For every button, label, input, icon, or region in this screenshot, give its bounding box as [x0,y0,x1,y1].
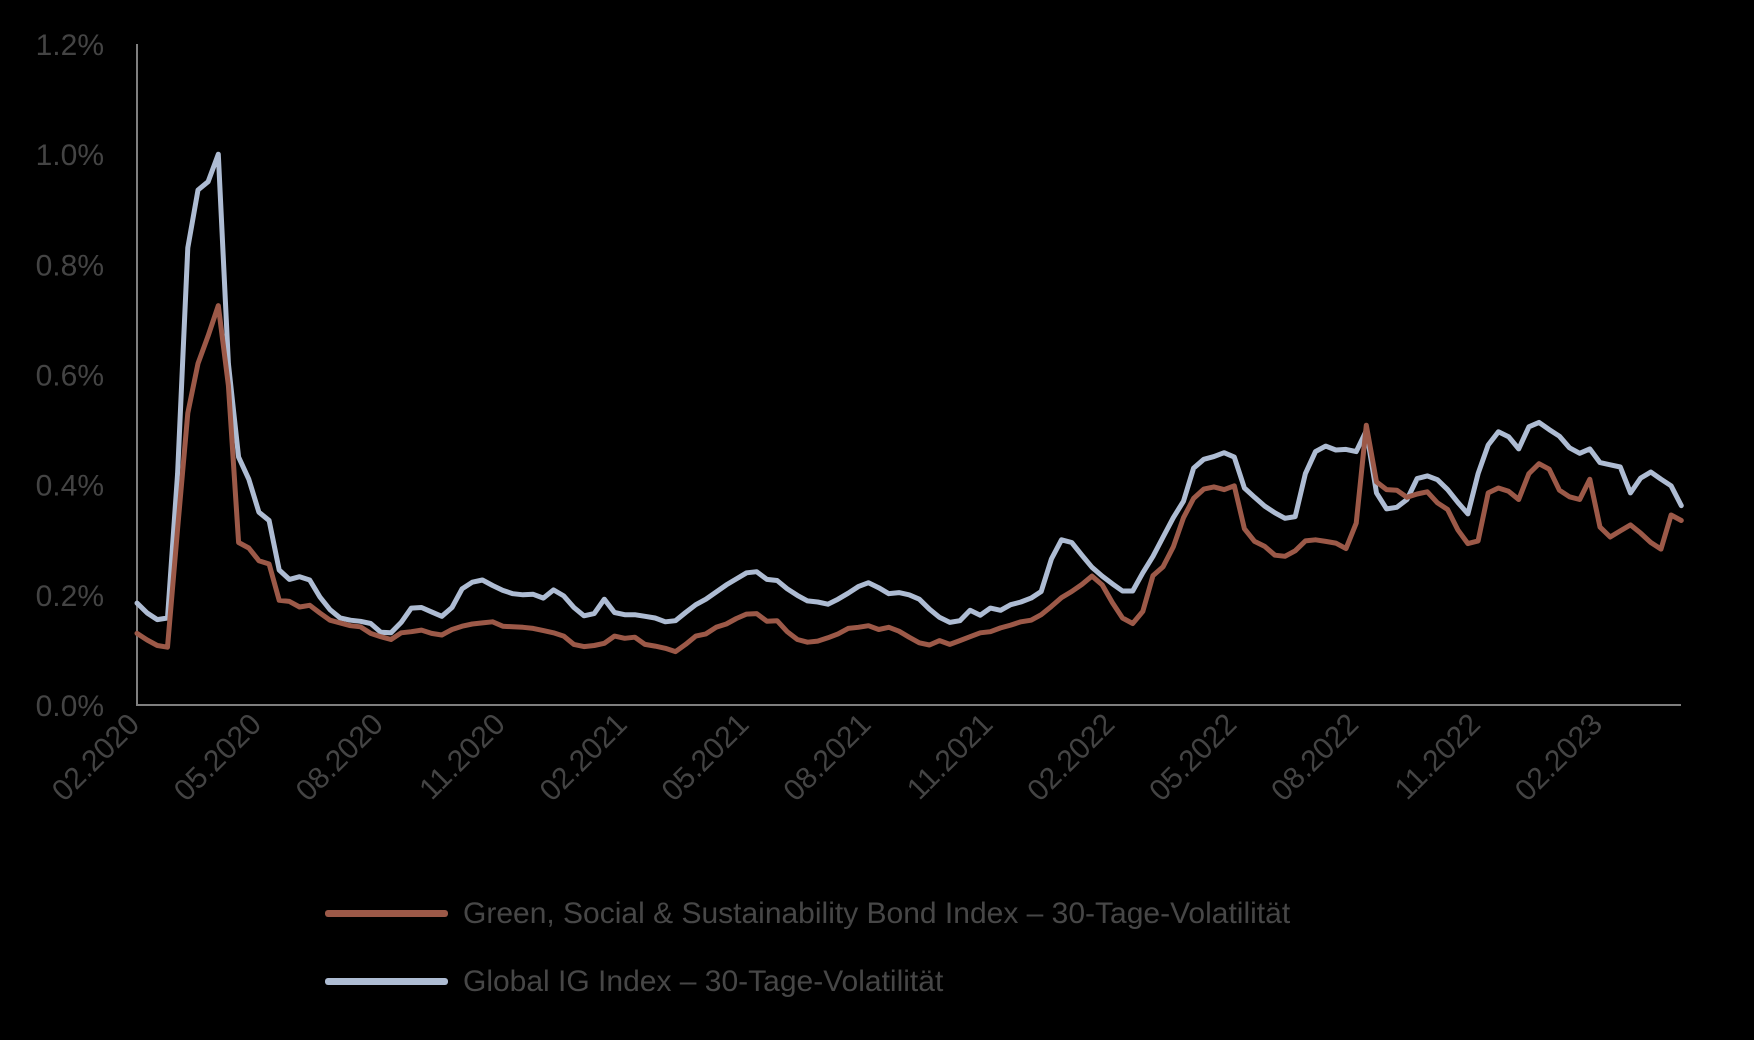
x-axis-label: 05.2020 [168,708,268,808]
y-axis-label: 1.2% [36,29,104,62]
legend-swatch-gss-bond-index [325,910,448,917]
x-axis-label: 08.2022 [1265,708,1365,808]
y-axis-label: 0.6% [36,360,104,393]
legend-item-global-ig-index: Global IG Index – 30-Tage-Volatilität [325,961,1290,1002]
series-line-gss-bond-index [134,303,1684,655]
legend-swatch-global-ig-index [325,978,448,985]
y-axis-label: 0.4% [36,470,104,503]
x-axis-label: 11.2022 [1389,708,1487,806]
legend-label-gss-bond-index: Green, Social & Sustainability Bond Inde… [463,897,1291,930]
series-line-global-ig-index [134,151,1684,636]
x-axis-label: 08.2021 [777,708,877,808]
legend-item-gss-bond-index: Green, Social & Sustainability Bond Inde… [325,893,1290,934]
y-axis-label: 1.0% [36,139,104,172]
y-axis-label: 0.8% [36,249,104,282]
x-axis-label: 11.2020 [413,708,511,806]
x-axis-label: 05.2022 [1143,708,1243,808]
chart-legend: Green, Social & Sustainability Bond Inde… [325,893,1290,1002]
x-axis-label: 02.2023 [1509,708,1609,808]
x-axis-label: 05.2021 [656,708,756,808]
x-axis-label: 02.2022 [1021,708,1121,808]
x-axis-label: 11.2021 [901,708,999,806]
y-axis-label: 0.2% [36,580,104,613]
legend-label-global-ig-index: Global IG Index – 30-Tage-Volatilität [463,965,944,998]
x-axis-label: 08.2020 [290,708,390,808]
x-axis-label: 02.2021 [534,708,634,808]
axis-lines [136,44,1681,706]
y-axis-label: 0.0% [36,690,104,723]
